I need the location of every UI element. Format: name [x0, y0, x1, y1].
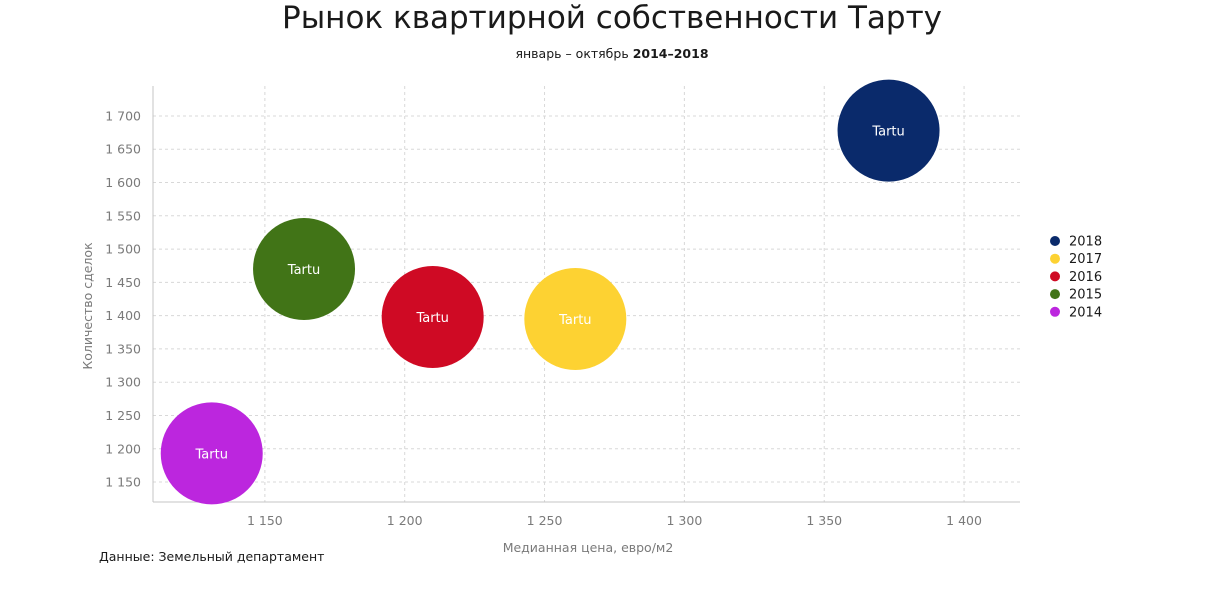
legend-marker-2015[interactable] — [1050, 289, 1060, 300]
legend-label-2015[interactable]: 2015 — [1069, 288, 1102, 303]
y-tick-label: 1 400 — [105, 308, 141, 323]
subtitle-period: январь – октябрь — [515, 46, 629, 61]
y-tick-label: 1 150 — [105, 475, 141, 490]
y-tick-label: 1 350 — [105, 341, 141, 356]
y-axis-label: Количество сделок — [80, 242, 95, 370]
bubble-2018[interactable] — [837, 79, 940, 182]
legend-label-2014[interactable]: 2014 — [1069, 305, 1102, 320]
y-tick-label: 1 200 — [105, 441, 141, 456]
y-tick-label: 1 550 — [105, 208, 141, 223]
bubble-2017[interactable] — [524, 267, 627, 370]
x-tick-label: 1 150 — [247, 513, 283, 528]
axes: 1 150 1 200 1 250 1 300 1 350 1 400 1 150 1 200… — [105, 86, 1020, 528]
bubble-label: Tartu — [415, 311, 448, 326]
x-tick-label: 1 250 — [527, 513, 563, 528]
y-tick-label: 1 600 — [105, 175, 141, 190]
legend-marker-2018[interactable] — [1050, 236, 1060, 246]
x-tick-label: 1 300 — [666, 513, 702, 528]
bubble-2014[interactable] — [160, 402, 263, 505]
legend-label-2016[interactable]: 2016 — [1069, 270, 1102, 285]
legend-label-2018[interactable]: 2018 — [1069, 235, 1102, 250]
bubbles: Tartu Tartu Tartu Tartu Tartu — [160, 79, 940, 505]
legend-marker-2014[interactable] — [1050, 306, 1060, 317]
x-tick-label: 1 400 — [946, 513, 982, 528]
x-tick-label: 1 200 — [387, 513, 423, 528]
y-tick-label: 1 700 — [105, 108, 141, 123]
y-tick-label: 1 250 — [105, 408, 141, 423]
y-tick-label: 1 300 — [105, 375, 141, 390]
legend-label-2017[interactable]: 2017 — [1069, 252, 1102, 267]
bubble-2016[interactable] — [381, 265, 484, 368]
source-note: Данные: Земельный департамент — [99, 549, 325, 564]
y-tick-label: 1 650 — [105, 142, 141, 157]
x-axis-label: Медианная цена, евро/м2 — [503, 540, 674, 555]
legend: 2018 2017 2016 2015 2014 — [1050, 235, 1102, 320]
y-tick-label: 1 450 — [105, 275, 141, 290]
chart-subtitle: январь – октябрь 2014–2018 — [0, 46, 1224, 61]
x-tick-label: 1 350 — [806, 513, 842, 528]
bubble-label: Tartu — [195, 447, 228, 462]
bubble-label: Tartu — [287, 263, 320, 278]
bubble-label: Tartu — [871, 125, 904, 140]
legend-marker-2017[interactable] — [1050, 253, 1060, 264]
bubble-2015[interactable] — [253, 218, 356, 321]
subtitle-years: 2014–2018 — [632, 46, 709, 61]
chart-title: Рынок квартирной собственности Тарту — [282, 0, 942, 36]
bubble-label: Tartu — [558, 313, 591, 328]
y-tick-label: 1 500 — [105, 242, 141, 257]
legend-marker-2016[interactable] — [1050, 271, 1060, 282]
